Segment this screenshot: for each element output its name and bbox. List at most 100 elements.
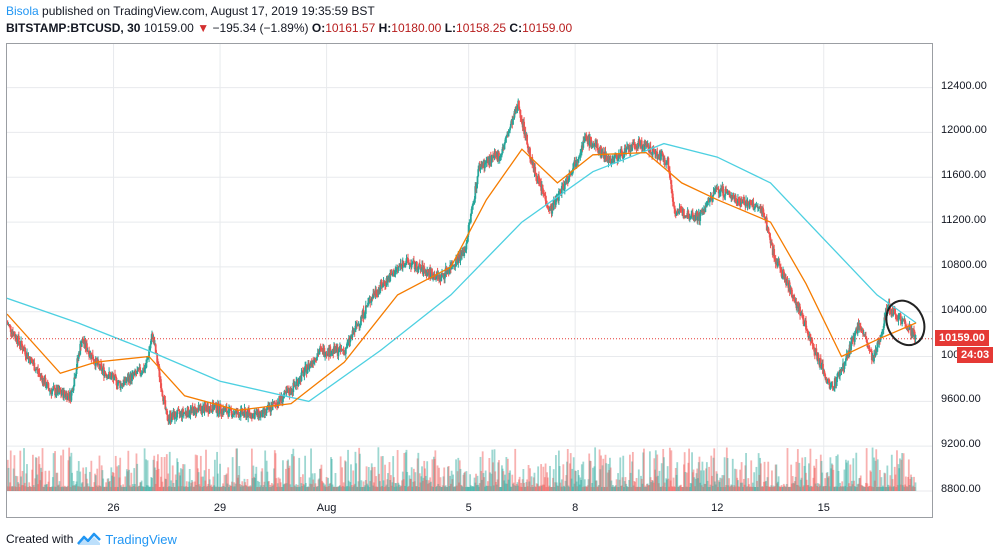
volume-bar — [580, 464, 583, 491]
volume-bar — [866, 483, 869, 491]
candle-body — [413, 261, 416, 270]
volume-bar — [420, 476, 423, 491]
volume-bar — [57, 484, 60, 491]
volume-bar — [218, 486, 221, 491]
volume-bar — [219, 486, 222, 491]
volume-bar — [657, 475, 659, 491]
price-tick-label: 11600.00 — [941, 169, 987, 182]
volume-bar — [181, 469, 184, 491]
candle-body — [276, 401, 279, 408]
candle-body — [623, 152, 625, 158]
volume-bar — [871, 447, 874, 491]
candle-body — [859, 323, 861, 327]
volume-bar — [241, 481, 244, 491]
volume-bar — [284, 483, 287, 491]
volume-bar — [423, 460, 426, 491]
volume-bar — [529, 468, 531, 491]
candle-body — [30, 357, 33, 361]
volume-bar — [654, 469, 656, 491]
candle-body — [640, 140, 643, 149]
volume-bar — [323, 486, 326, 491]
volume-bar — [339, 485, 341, 491]
candle-body — [453, 264, 456, 267]
volume-bar — [73, 485, 76, 491]
volume-bar — [888, 485, 891, 491]
volume-bar — [565, 475, 568, 491]
volume-bar — [466, 486, 469, 491]
volume-bar — [544, 463, 547, 491]
volume-bar — [745, 486, 748, 491]
candle-body — [313, 361, 315, 364]
volume-bar — [441, 486, 443, 491]
volume-bar — [32, 485, 35, 491]
volume-bar — [627, 486, 630, 491]
volume-bar — [248, 486, 251, 491]
candle-body — [53, 387, 56, 389]
author-name[interactable]: Bisola — [6, 4, 39, 18]
volume-bar — [148, 486, 150, 491]
candle-body — [141, 372, 144, 374]
candle-body — [892, 313, 895, 316]
volume-bar — [606, 472, 609, 491]
volume-bar — [410, 478, 412, 491]
volume-bar — [801, 457, 804, 491]
candle-body — [330, 354, 332, 356]
volume-bar — [501, 468, 504, 491]
volume-bar — [170, 480, 173, 491]
volume-bar — [571, 468, 574, 491]
volume-bar — [201, 486, 204, 491]
volume-bar — [861, 485, 864, 491]
volume-bar — [434, 450, 437, 491]
volume-bar — [471, 486, 474, 491]
tradingview-brand-link[interactable]: TradingView — [105, 531, 177, 547]
volume-bar — [730, 484, 733, 491]
volume-bar — [23, 448, 25, 491]
volume-bar — [310, 484, 313, 491]
volume-bar — [809, 448, 812, 491]
candle-body — [643, 142, 646, 152]
candle-body — [675, 213, 678, 216]
volume-bar — [600, 486, 603, 491]
volume-bar — [37, 456, 40, 491]
candle-body — [273, 402, 276, 404]
candle-body — [122, 380, 125, 386]
volume-bar — [604, 454, 607, 491]
volume-bar — [678, 485, 681, 491]
candle-body — [190, 409, 193, 411]
candle-body — [850, 338, 853, 342]
volume-bar — [631, 461, 634, 491]
price-axis[interactable]: 12400.00 12000.00 11600.00 11200.00 10800.00… — [933, 43, 1006, 518]
candle-body — [589, 136, 592, 141]
volume-bar — [495, 481, 497, 491]
volume-bar — [199, 455, 202, 491]
volume-bar — [643, 487, 646, 491]
volume-bar — [94, 473, 96, 491]
volume-bar — [189, 486, 192, 491]
volume-bar — [172, 482, 175, 491]
candle-body — [662, 154, 665, 161]
close-label: C: — [509, 21, 523, 35]
candle-body — [24, 351, 27, 356]
candle-body — [858, 323, 861, 330]
volume-bar — [902, 453, 905, 491]
candle-body — [609, 158, 612, 164]
volume-bar — [185, 481, 188, 491]
volume-bar — [48, 470, 51, 491]
volume-bar — [483, 477, 486, 491]
volume-bar — [856, 484, 859, 491]
chart-pane[interactable]: 26 29 Aug 5 8 12 15 — [6, 43, 933, 518]
candle-body — [224, 408, 227, 411]
volume-bar — [492, 462, 494, 491]
volume-bar — [383, 486, 386, 491]
bar-countdown-tag: 24:03 — [957, 346, 994, 363]
volume-bar — [481, 479, 483, 491]
chart-header: Bisola published on TradingView.com, Aug… — [6, 3, 572, 37]
candle-body — [694, 215, 697, 221]
tradingview-logo-icon[interactable] — [77, 532, 102, 546]
price-chart[interactable]: 26 29 Aug 5 8 12 15 — [7, 44, 933, 518]
volume-bar — [186, 486, 189, 491]
volume-bar — [239, 484, 241, 491]
candle-body — [531, 157, 534, 166]
candle-body — [828, 382, 831, 389]
volume-bar — [84, 473, 87, 491]
